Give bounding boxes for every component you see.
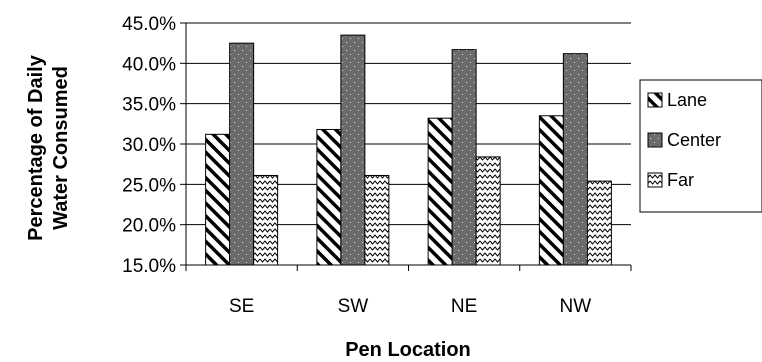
- bar-far-nw: [586, 180, 612, 266]
- x-tick-label: NE: [451, 296, 477, 317]
- bar-far-ne: [475, 156, 501, 266]
- legend-label-lane: Lane: [667, 90, 707, 110]
- bar-center-ne: [451, 49, 477, 266]
- y-axis-title-line-2: Water Consumed: [50, 66, 72, 230]
- bar-lane-nw: [538, 115, 564, 266]
- bar-far-se: [253, 174, 279, 266]
- x-ticks: SE SW NE NW: [185, 265, 632, 317]
- bar-center-nw: [562, 53, 588, 266]
- x-axis-title: Pen Location: [345, 339, 471, 361]
- y-tick-label: 20.0%: [122, 216, 176, 237]
- y-tick-label: 35.0%: [122, 95, 176, 116]
- legend-label-center: Center: [667, 130, 721, 150]
- y-ticks: 15.0% 20.0% 25.0% 30.0% 35.0% 40.0% 45.0%: [122, 14, 186, 277]
- bar-center-se: [229, 42, 255, 266]
- legend-swatch-far: [647, 172, 663, 188]
- x-tick-label: SW: [338, 296, 369, 317]
- bar-lane-se: [205, 133, 231, 266]
- bars: [205, 34, 612, 266]
- y-tick-label: 15.0%: [122, 256, 176, 277]
- y-tick-label: 45.0%: [122, 14, 176, 35]
- bar-lane-ne: [427, 117, 453, 266]
- bar-lane-sw: [316, 128, 342, 266]
- plot-area: 15.0% 20.0% 25.0% 30.0% 35.0% 40.0% 45.0% SE SW…: [122, 14, 632, 317]
- bar-far-sw: [364, 174, 390, 266]
- bar-center-sw: [340, 34, 366, 266]
- y-tick-label: 30.0%: [122, 135, 176, 156]
- legend-items: Lane Center Far: [647, 90, 721, 190]
- y-tick-label: 40.0%: [122, 54, 176, 75]
- y-axis-title-line-1: Percentage of Daily: [25, 54, 47, 241]
- legend: Lane Center Far: [639, 79, 762, 213]
- legend-swatch-lane: [647, 92, 663, 108]
- x-tick-label: SE: [229, 296, 254, 317]
- legend-swatch-center: [647, 132, 663, 148]
- legend-label-far: Far: [667, 170, 694, 190]
- x-tick-label: NW: [560, 296, 592, 317]
- y-axis-title: Percentage of Daily Water Consumed: [25, 54, 72, 241]
- y-tick-label: 25.0%: [122, 175, 176, 196]
